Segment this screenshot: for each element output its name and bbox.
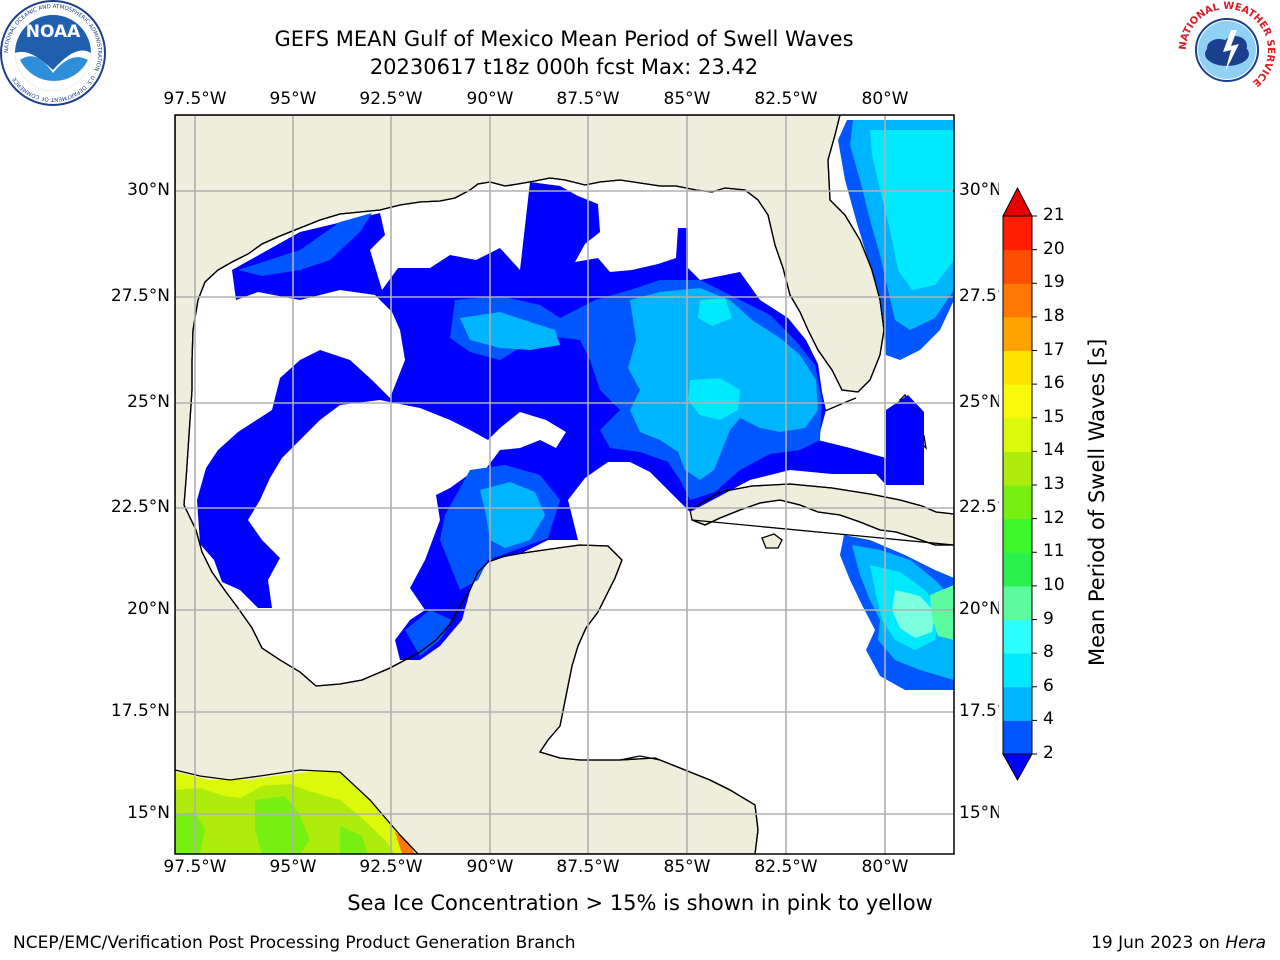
colorbar-over-triangle [1002,186,1033,217]
colorbar-band [1003,686,1032,721]
field-pacific-green [175,796,368,854]
colorbar-under-triangle [1002,753,1033,782]
lat-label-right: 25°N [959,392,999,412]
colorbar-band [1003,720,1032,755]
colorbar-band [1003,216,1032,251]
lon-label-bottom: 90°W [466,857,514,877]
field-10-11-caribbean [930,585,954,640]
lon-label-bottom: 80°W [861,857,909,877]
colorbar-tick-label: 21 [1043,205,1065,225]
footer-credit: NCEP/EMC/Verification Post Processing Pr… [13,933,576,953]
field-9-10-caribbean [892,590,935,638]
lat-label-left: 22.5°N [110,497,170,517]
lat-label-left: 27.5°N [110,286,170,306]
colorbar-tick-label: 12 [1043,507,1065,528]
nws-logo: NATIONAL WEATHER SERVICE [1178,1,1276,98]
colorbar-tick-label: 8 [1043,642,1054,663]
colorbar-tick-label: 6 [1043,675,1054,696]
lon-label-top: 92.5°W [359,89,423,109]
lat-label-right: 22.5°N [959,497,999,517]
colorbar-tick-label: 10 [1043,574,1065,595]
lat-label-left: 17.5°N [110,701,170,721]
lon-label-top: 80°W [861,89,909,109]
lat-label-right: 17.5°N [959,701,999,721]
chart-subtitle: 20230617 t18z 000h fcst Max: 23.42 [369,55,759,79]
lon-label-top: 90°W [466,89,514,109]
sea-ice-note: Sea Ice Concentration > 15% is shown in … [347,891,933,915]
colorbar-tick-label: 13 [1043,474,1065,494]
colorbar-label: Mean Period of Swell Waves [s] [1085,338,1109,666]
lon-label-bottom: 97.5°W [163,857,227,877]
chart-title: GEFS MEAN Gulf of Mexico Mean Period of … [274,27,854,51]
colorbar-band [1003,585,1032,621]
lon-label-bottom: 95°W [269,857,317,877]
land-isla-de-la-juventud [761,533,783,549]
colorbar-tick-label: 14 [1043,440,1065,461]
field-pacific-orange [395,832,415,854]
lon-label-bottom: 85°W [663,857,711,877]
lat-label-right: 20°N [959,599,999,619]
lat-label-right: 27.5°N [959,286,999,306]
colorbar-tick-label: 20 [1043,238,1065,259]
coastlines [175,115,954,854]
lon-label-bottom: 82.5°W [754,857,818,877]
colorbar [1002,186,1037,782]
lon-label-top: 82.5°W [754,89,818,109]
noaa-logo-text: NOAA [26,22,81,42]
footer-host: Hera [1225,933,1266,953]
colorbar-band [1003,316,1032,352]
lat-label-left: 25°N [127,392,170,412]
lon-label-top: 97.5°W [163,89,227,109]
swell-period-field [175,120,954,854]
colorbar-band [1003,653,1032,688]
lat-label-right: 30°N [959,180,999,200]
gridlines [175,115,954,854]
colorbar-band [1003,518,1032,553]
colorbar-tick-label: 18 [1043,305,1065,326]
footer-date: 19 Jun 2023 on Hera [1091,933,1266,953]
lon-label-top: 87.5°W [556,89,620,109]
colorbar-band [1003,552,1032,587]
colorbar-band [1003,384,1032,419]
colorbar-tick-label: 19 [1043,272,1065,293]
colorbar-tick-label: 9 [1043,608,1054,629]
colorbar-tick-label: 15 [1043,406,1065,427]
colorbar-tick-label: 4 [1043,709,1054,730]
footer-date-prefix: 19 Jun 2023 on [1091,933,1226,953]
lat-label-left: 20°N [127,599,170,619]
lon-label-bottom: 87.5°W [556,857,620,877]
map-panel [175,115,954,854]
colorbar-tick-label: 16 [1043,373,1065,394]
colorbar-band [1003,451,1032,486]
colorbar-tick-label: 11 [1043,541,1065,562]
lon-label-top: 95°W [269,89,317,109]
colorbar-band [1003,485,1032,520]
field-8-9-eastern-gulf [688,130,954,650]
lat-label-left: 15°N [127,803,170,823]
colorbar-band [1003,350,1032,385]
colorbar-band [1003,619,1032,654]
colorbar-tick-label: 17 [1043,339,1065,360]
lat-label-right: 15°N [959,803,999,823]
colorbar-tick-label: 2 [1043,743,1054,763]
lat-label-left: 30°N [127,180,170,200]
map-border [174,114,955,855]
colorbar-band [1003,417,1032,452]
lon-label-top: 85°W [663,89,711,109]
colorbar-band [1003,249,1032,284]
colorbar-band [1003,283,1032,318]
lon-label-bottom: 92.5°W [359,857,423,877]
noaa-logo: NOAA NATIONAL OCEANIC AND ATMOSPHERIC AD… [0,0,106,106]
